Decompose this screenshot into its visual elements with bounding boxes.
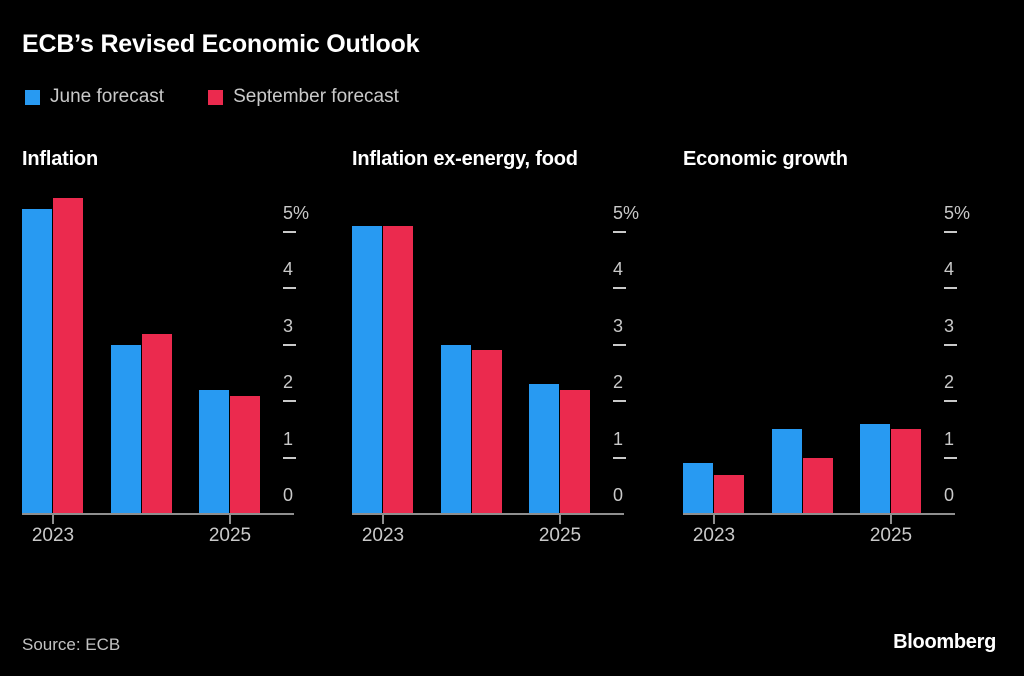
y-tick-mark — [944, 343, 957, 346]
y-tick-mark — [613, 400, 626, 403]
bar-june-2025 — [860, 423, 890, 514]
y-tick-mark — [283, 343, 296, 346]
x-tick-label: 2025 — [208, 525, 252, 546]
y-tick-label: 5% — [283, 203, 310, 223]
bar-june-2025 — [199, 389, 229, 514]
x-tick-mark — [713, 515, 715, 524]
panel-title: Inflation — [22, 148, 98, 170]
bar-september-2024 — [141, 333, 172, 514]
y-tick-label: 1 — [283, 428, 294, 449]
y-tick-label: 0 — [944, 485, 955, 505]
y-tick-label: 4 — [283, 259, 294, 280]
y-tick-label: 0 — [283, 485, 294, 505]
bloomberg-logo: Bloomberg — [893, 631, 996, 653]
x-tick-label: 2025 — [538, 525, 582, 546]
y-tick-label: 2 — [613, 372, 624, 393]
y-tick-label: 4 — [944, 259, 955, 280]
x-axis-line — [22, 513, 294, 515]
bar-june-2023 — [683, 463, 713, 514]
legend-item-june: June forecast — [25, 86, 164, 108]
x-tick-mark — [559, 515, 561, 524]
bar-june-2024 — [110, 344, 141, 514]
y-tick-mark — [613, 456, 626, 459]
bar-june-2024 — [440, 344, 471, 514]
y-tick-label: 1 — [944, 428, 955, 449]
y-tick-label: 0 — [613, 485, 624, 505]
y-tick-label: 4 — [613, 259, 624, 280]
source-note: Source: ECB — [22, 635, 121, 654]
bar-june-2023 — [352, 226, 382, 514]
legend-item-september: September forecast — [208, 86, 399, 108]
x-tick-mark — [890, 515, 892, 524]
bar-september-2024 — [471, 350, 502, 514]
plot-area: 0 1 2 3 4 5% 2023 2025 — [683, 204, 970, 545]
x-axis-line — [352, 513, 624, 515]
x-axis-line — [683, 513, 955, 515]
y-tick-label: 5% — [613, 203, 640, 223]
x-tick-label: 2023 — [692, 525, 736, 546]
bar-june-2024 — [771, 429, 802, 514]
x-tick-label: 2023 — [31, 525, 75, 546]
y-tick-mark — [613, 287, 626, 290]
bar-september-2023 — [714, 474, 744, 514]
september-forecast-swatch — [208, 89, 224, 105]
y-tick-label: 3 — [613, 315, 624, 336]
chart-panel-economic-growth: Economic growth 0 1 2 3 4 5% 2023 2025 — [683, 140, 995, 570]
chart-panel-core-inflation: Inflation ex-energy, food 0 1 2 3 4 5% 2023 202… — [352, 140, 664, 570]
y-tick-mark — [944, 231, 957, 233]
legend-label: September forecast — [233, 86, 399, 107]
y-tick-mark — [283, 456, 296, 459]
bar-september-2023 — [53, 198, 83, 514]
bar-september-2025 — [891, 429, 921, 514]
y-tick-mark — [283, 400, 296, 403]
chart-panel-inflation: Inflation 0 1 2 3 4 5% 2023 2025 — [22, 140, 334, 570]
bar-september-2025 — [230, 395, 260, 514]
bar-september-2024 — [802, 457, 833, 514]
legend: June forecast September forecast — [25, 86, 399, 108]
y-tick-mark — [613, 231, 626, 233]
bar-september-2023 — [383, 226, 413, 514]
june-forecast-swatch — [25, 89, 40, 105]
panel-title: Inflation ex-energy, food — [352, 148, 578, 170]
bar-september-2025 — [560, 389, 590, 514]
bar-june-2023 — [22, 209, 52, 514]
y-tick-mark — [283, 231, 296, 233]
x-tick-label: 2023 — [361, 525, 405, 546]
y-tick-label: 5% — [944, 203, 971, 223]
y-tick-mark — [944, 400, 957, 403]
x-tick-mark — [229, 515, 231, 524]
x-tick-label: 2025 — [869, 525, 913, 546]
y-tick-mark — [944, 456, 957, 459]
y-tick-mark — [944, 287, 957, 290]
y-tick-label: 3 — [944, 315, 955, 336]
bar-june-2025 — [529, 384, 559, 514]
y-tick-label: 2 — [283, 372, 294, 393]
panel-title: Economic growth — [683, 148, 848, 170]
plot-area: 0 1 2 3 4 5% 2023 2025 — [22, 198, 309, 545]
x-tick-mark — [52, 515, 54, 524]
y-tick-mark — [283, 287, 296, 290]
x-tick-mark — [382, 515, 384, 524]
y-tick-label: 2 — [944, 372, 955, 393]
y-tick-mark — [613, 343, 626, 346]
page-title: ECB’s Revised Economic Outlook — [22, 30, 420, 58]
legend-label: June forecast — [50, 86, 165, 107]
plot-area: 0 1 2 3 4 5% 2023 2025 — [352, 204, 639, 545]
y-tick-label: 3 — [283, 315, 294, 336]
y-tick-label: 1 — [613, 428, 624, 449]
